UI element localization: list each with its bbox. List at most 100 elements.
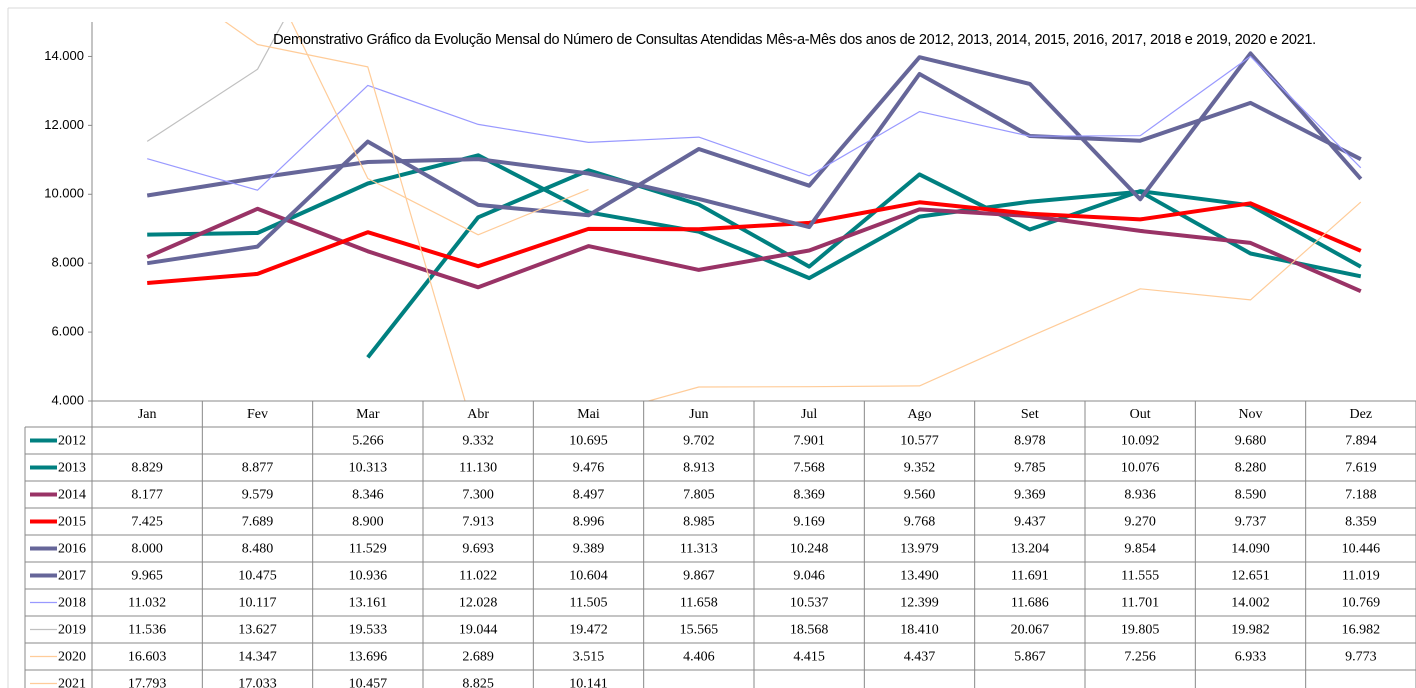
table-value: 10.117 bbox=[239, 596, 277, 611]
table-value: 11.529 bbox=[349, 542, 387, 557]
table-value: 7.901 bbox=[793, 434, 825, 449]
table-value: 9.169 bbox=[793, 515, 825, 530]
table-value: 11.691 bbox=[1011, 569, 1049, 584]
table-value: 8.359 bbox=[1345, 515, 1377, 530]
table-value: 8.900 bbox=[352, 515, 384, 530]
table-value: 15.565 bbox=[680, 623, 719, 638]
table-value: 9.693 bbox=[462, 542, 494, 557]
series-line bbox=[146, 206, 1362, 294]
x-tick-label: Mai bbox=[577, 407, 600, 422]
table-value: 14.347 bbox=[238, 650, 277, 665]
table-value: 17.033 bbox=[238, 677, 277, 688]
table-value: 16.603 bbox=[128, 650, 167, 665]
table-value: 4.406 bbox=[683, 650, 715, 665]
series-line bbox=[290, 22, 589, 236]
table-value: 9.437 bbox=[1014, 515, 1046, 530]
table-value: 14.090 bbox=[1231, 542, 1270, 557]
table-value: 19.805 bbox=[1121, 623, 1160, 638]
table-value: 9.680 bbox=[1235, 434, 1267, 449]
table-value: 10.604 bbox=[569, 569, 608, 584]
x-tick-label: Set bbox=[1021, 407, 1039, 422]
table-value: 7.619 bbox=[1345, 461, 1377, 476]
table-value: 19.982 bbox=[1231, 623, 1270, 638]
table-value: 8.346 bbox=[352, 488, 384, 503]
table-value: 8.978 bbox=[1014, 434, 1046, 449]
table-value: 5.867 bbox=[1014, 650, 1046, 665]
x-tick-label: Jul bbox=[801, 407, 817, 422]
table-value: 8.996 bbox=[573, 515, 605, 530]
x-tick-label: Mar bbox=[356, 407, 380, 422]
y-tick-label: 8.000 bbox=[51, 255, 84, 270]
table-value: 8.936 bbox=[1124, 488, 1156, 503]
table-value: 7.913 bbox=[462, 515, 494, 530]
table-value: 8.177 bbox=[131, 488, 163, 503]
x-tick-label: Fev bbox=[247, 407, 268, 422]
table-value: 10.577 bbox=[900, 434, 939, 449]
table-value: 5.266 bbox=[352, 434, 384, 449]
x-tick-label: Dez bbox=[1350, 407, 1373, 422]
series-line bbox=[146, 51, 1363, 266]
table-value: 11.019 bbox=[1342, 569, 1380, 584]
table-value: 11.130 bbox=[459, 461, 497, 476]
table-value: 10.769 bbox=[1342, 596, 1381, 611]
x-tick-label: Ago bbox=[907, 407, 931, 422]
x-tick-label: Out bbox=[1130, 407, 1151, 422]
table-value: 11.701 bbox=[1121, 596, 1159, 611]
table-value: 11.658 bbox=[680, 596, 718, 611]
table-value: 7.256 bbox=[1124, 650, 1156, 665]
table-value: 13.204 bbox=[1011, 542, 1050, 557]
table-value: 18.410 bbox=[900, 623, 939, 638]
table-value: 9.854 bbox=[1124, 542, 1156, 557]
legend-label: 2019 bbox=[58, 623, 86, 638]
x-tick-label: Jan bbox=[138, 407, 157, 422]
table-value: 7.689 bbox=[242, 515, 274, 530]
table-value: 18.568 bbox=[790, 623, 829, 638]
table-value: 9.560 bbox=[904, 488, 936, 503]
y-tick-label: 10.000 bbox=[44, 186, 84, 201]
table-value: 10.313 bbox=[349, 461, 388, 476]
table-value: 13.627 bbox=[238, 623, 277, 638]
table-value: 8.497 bbox=[573, 488, 605, 503]
series-line bbox=[146, 22, 284, 142]
table-value: 10.248 bbox=[790, 542, 829, 557]
table-value: 7.300 bbox=[462, 488, 494, 503]
table-value: 19.533 bbox=[349, 623, 388, 638]
table-value: 11.686 bbox=[1011, 596, 1049, 611]
table-value: 8.480 bbox=[242, 542, 274, 557]
legend-label: 2018 bbox=[58, 596, 86, 611]
table-value: 9.702 bbox=[683, 434, 715, 449]
table-value: 8.280 bbox=[1235, 461, 1267, 476]
legend-label: 2017 bbox=[58, 569, 86, 584]
table-value: 8.590 bbox=[1235, 488, 1267, 503]
table-value: 13.490 bbox=[900, 569, 939, 584]
table-value: 14.002 bbox=[1231, 596, 1270, 611]
table-value: 9.773 bbox=[1345, 650, 1377, 665]
table-value: 9.389 bbox=[573, 542, 605, 557]
x-tick-label: Nov bbox=[1238, 407, 1262, 422]
table-value: 10.695 bbox=[569, 434, 608, 449]
series-line bbox=[147, 153, 1362, 281]
table-value: 13.161 bbox=[349, 596, 388, 611]
table-value: 3.515 bbox=[573, 650, 605, 665]
table-value: 8.913 bbox=[683, 461, 715, 476]
y-tick-label: 14.000 bbox=[44, 48, 84, 63]
table-value: 10.446 bbox=[1342, 542, 1381, 557]
table-value: 12.651 bbox=[1231, 569, 1270, 584]
table-value: 4.437 bbox=[904, 650, 936, 665]
table-value: 9.046 bbox=[793, 569, 825, 584]
legend-label: 2012 bbox=[58, 434, 86, 449]
table-value: 9.332 bbox=[462, 434, 494, 449]
table-value: 7.188 bbox=[1345, 488, 1377, 503]
table-value: 12.028 bbox=[459, 596, 498, 611]
table-value: 20.067 bbox=[1011, 623, 1050, 638]
table-value: 11.032 bbox=[128, 596, 166, 611]
table-value: 9.476 bbox=[573, 461, 605, 476]
table-value: 8.825 bbox=[462, 677, 494, 688]
table-value: 8.877 bbox=[242, 461, 274, 476]
series-line bbox=[146, 72, 1362, 230]
series-line bbox=[147, 200, 1362, 285]
series-line bbox=[224, 22, 1362, 401]
legend-label: 2021 bbox=[58, 677, 86, 688]
